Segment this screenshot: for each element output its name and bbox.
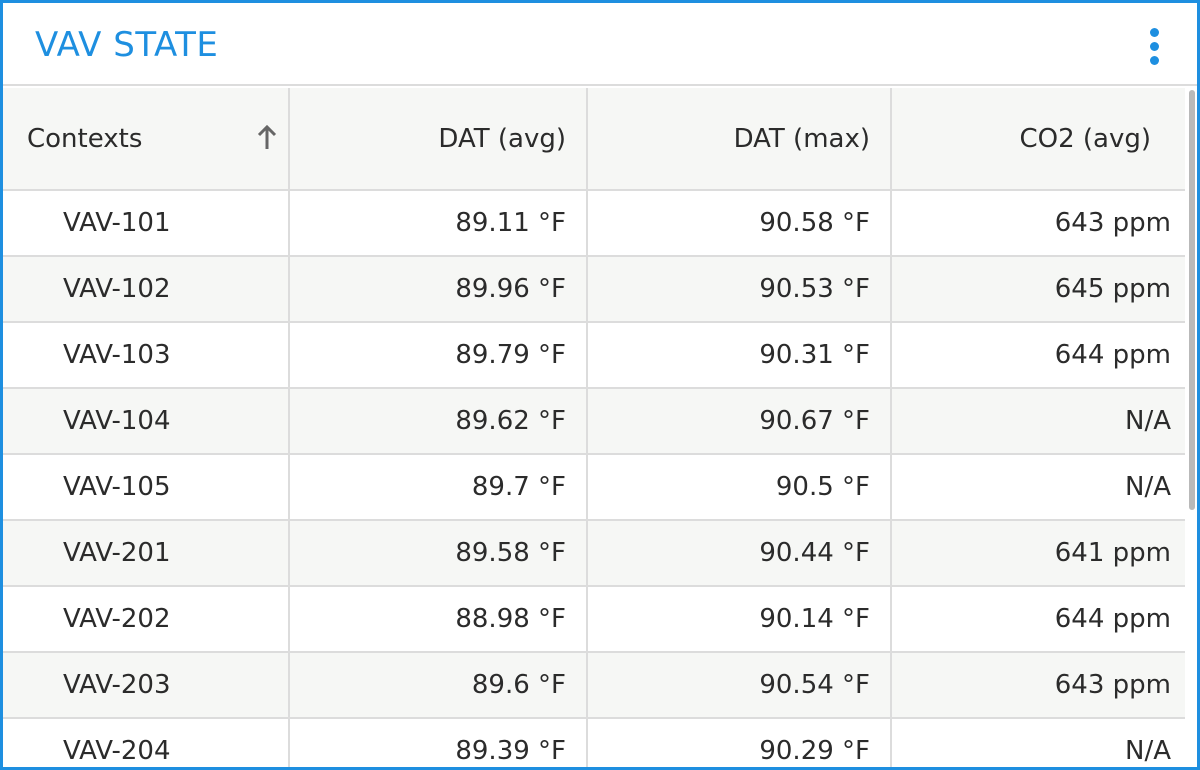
table-row[interactable]: VAV-103 89.79 °F 90.31 °F 644 ppm <box>3 322 1191 389</box>
more-vertical-icon[interactable] <box>1145 28 1165 66</box>
cell-context: VAV-201 <box>3 520 290 587</box>
scrollbar-thumb[interactable] <box>1189 90 1195 510</box>
cell-dat-avg: 89.6 °F <box>289 652 588 719</box>
column-header-co2-avg[interactable]: CO2 (avg) <box>891 88 1191 191</box>
cell-dat-avg: 89.11 °F <box>289 190 588 257</box>
widget-title: VAV STATE <box>35 25 219 65</box>
cell-co2-avg: 644 ppm <box>891 586 1191 653</box>
cell-dat-avg: 89.7 °F <box>289 454 588 521</box>
table-row[interactable]: VAV-204 89.39 °F 90.29 °F N/A <box>3 718 1191 767</box>
cell-dat-max: 90.14 °F <box>587 586 892 653</box>
widget-header: VAV STATE <box>3 3 1197 86</box>
table-row[interactable]: VAV-105 89.7 °F 90.5 °F N/A <box>3 454 1191 521</box>
cell-co2-avg: 644 ppm <box>891 322 1191 389</box>
cell-co2-avg: N/A <box>891 388 1191 455</box>
cell-dat-avg: 89.96 °F <box>289 256 588 323</box>
cell-co2-avg: 643 ppm <box>891 652 1191 719</box>
table-row[interactable]: VAV-203 89.6 °F 90.54 °F 643 ppm <box>3 652 1191 719</box>
cell-context: VAV-105 <box>3 454 290 521</box>
cell-context: VAV-101 <box>3 190 290 257</box>
cell-dat-max: 90.29 °F <box>587 718 892 767</box>
cell-dat-avg: 89.58 °F <box>289 520 588 587</box>
cell-co2-avg: 643 ppm <box>891 190 1191 257</box>
vav-table: Contexts DAT (avg) DAT (max) CO2 (avg) <box>3 88 1191 767</box>
menu-dot <box>1150 28 1159 37</box>
cell-dat-max: 90.58 °F <box>587 190 892 257</box>
cell-context: VAV-102 <box>3 256 290 323</box>
column-header-dat-max[interactable]: DAT (max) <box>587 88 892 191</box>
column-header-label: CO2 (avg) <box>1019 123 1151 154</box>
cell-context: VAV-204 <box>3 718 290 767</box>
cell-dat-avg: 89.39 °F <box>289 718 588 767</box>
column-header-label: DAT (avg) <box>438 123 566 154</box>
cell-dat-max: 90.54 °F <box>587 652 892 719</box>
cell-dat-max: 90.67 °F <box>587 388 892 455</box>
column-header-dat-avg[interactable]: DAT (avg) <box>289 88 588 191</box>
cell-dat-max: 90.44 °F <box>587 520 892 587</box>
cell-co2-avg: N/A <box>891 454 1191 521</box>
cell-co2-avg: N/A <box>891 718 1191 767</box>
cell-co2-avg: 645 ppm <box>891 256 1191 323</box>
cell-dat-max: 90.53 °F <box>587 256 892 323</box>
data-grid: Contexts DAT (avg) DAT (max) CO2 (avg) <box>3 88 1191 767</box>
table-row[interactable]: VAV-104 89.62 °F 90.67 °F N/A <box>3 388 1191 455</box>
cell-dat-max: 90.5 °F <box>587 454 892 521</box>
table-row[interactable]: VAV-101 89.11 °F 90.58 °F 643 ppm <box>3 190 1191 257</box>
table-row[interactable]: VAV-102 89.96 °F 90.53 °F 645 ppm <box>3 256 1191 323</box>
cell-dat-max: 90.31 °F <box>587 322 892 389</box>
arrow-up-icon[interactable] <box>256 124 278 152</box>
menu-dot <box>1150 42 1159 51</box>
cell-context: VAV-104 <box>3 388 290 455</box>
cell-context: VAV-202 <box>3 586 290 653</box>
column-header-contexts[interactable]: Contexts <box>3 88 290 191</box>
cell-dat-avg: 89.79 °F <box>289 322 588 389</box>
menu-dot <box>1150 56 1159 65</box>
column-header-label: DAT (max) <box>733 123 870 154</box>
cell-co2-avg: 641 ppm <box>891 520 1191 587</box>
cell-dat-avg: 89.62 °F <box>289 388 588 455</box>
table-row[interactable]: VAV-202 88.98 °F 90.14 °F 644 ppm <box>3 586 1191 653</box>
column-header-label: Contexts <box>27 123 143 154</box>
table-row[interactable]: VAV-201 89.58 °F 90.44 °F 641 ppm <box>3 520 1191 587</box>
cell-context: VAV-203 <box>3 652 290 719</box>
cell-context: VAV-103 <box>3 322 290 389</box>
header-row: Contexts DAT (avg) DAT (max) CO2 (avg) <box>3 88 1191 191</box>
vertical-scrollbar[interactable] <box>1185 88 1197 767</box>
cell-dat-avg: 88.98 °F <box>289 586 588 653</box>
